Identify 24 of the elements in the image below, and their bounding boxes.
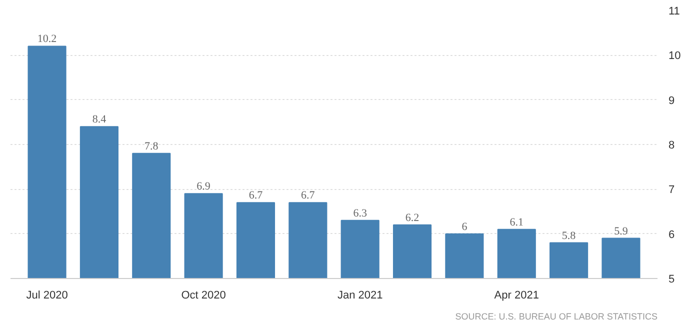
x-tick-label: Jan 2021 — [337, 290, 383, 302]
y-tick-label: 8 — [668, 140, 675, 152]
data-label: 6.2 — [405, 212, 420, 224]
data-label: 5.8 — [562, 230, 576, 242]
y-tick-label: 7 — [668, 184, 675, 196]
x-tick-label: Jul 2020 — [26, 290, 68, 302]
source-note: SOURCE: U.S. BUREAU OF LABOR STATISTICS — [455, 312, 658, 322]
data-label: 6.9 — [196, 180, 211, 193]
y-tick-label: 5 — [668, 274, 675, 286]
data-label: 6 — [462, 220, 468, 233]
y-tick-label: 9 — [668, 94, 675, 107]
data-label: 6.1 — [510, 216, 524, 228]
data-label: 8.4 — [92, 114, 107, 126]
data-label: 6.3 — [353, 207, 368, 220]
data-label: 6.7 — [301, 190, 316, 202]
data-label: 6.7 — [248, 190, 264, 202]
y-tick-label: 10 — [668, 50, 681, 62]
x-tick-label: Apr 2021 — [494, 290, 539, 302]
data-label: 10.2 — [37, 33, 57, 46]
data-label: 7.8 — [144, 140, 159, 152]
y-tick-label: 11 — [668, 6, 680, 18]
y-tick-label: 6 — [668, 228, 675, 241]
x-tick-label: Oct 2020 — [181, 290, 226, 302]
data-label: 5.9 — [614, 225, 628, 238]
